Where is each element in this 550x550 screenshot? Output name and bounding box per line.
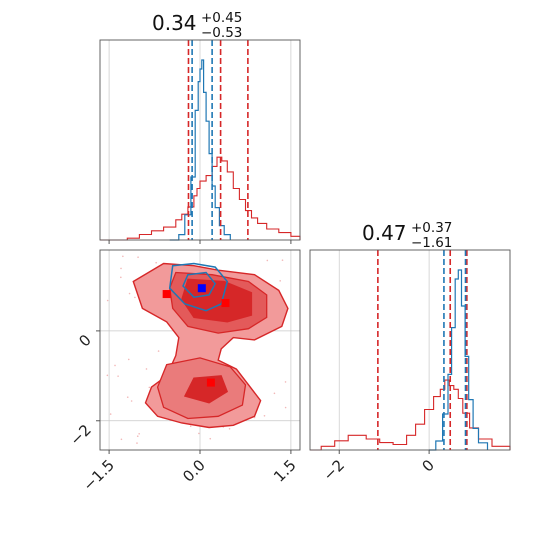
scatter-background-point	[128, 292, 131, 295]
scatter-background-point	[120, 438, 123, 441]
title-p0: 0.34 +0.45 −0.53	[152, 10, 242, 41]
scatter-background-point	[263, 414, 266, 417]
scatter-background-point	[266, 259, 269, 262]
scatter-background-point	[126, 396, 129, 399]
scatter-panel	[99, 249, 301, 451]
scatter-background-point	[120, 267, 122, 270]
scatter-background-point	[228, 428, 231, 430]
title-p0-minus: −0.53	[201, 25, 242, 41]
scatter-background-point	[114, 364, 116, 367]
scatter-background-point	[122, 255, 124, 258]
hist-p1-x-tick-label: 0	[418, 456, 437, 475]
title-p1-minus: −1.61	[411, 235, 452, 251]
scatter-background-point	[136, 442, 138, 444]
scatter-background-point	[155, 261, 157, 264]
hist-p1-red-series	[310, 379, 511, 451]
scatter-background-point	[120, 276, 122, 279]
scatter-background-point	[137, 256, 139, 259]
hist-p1-blue-series	[429, 269, 489, 451]
title-p0-value: 0.34	[152, 11, 197, 35]
title-p1-plus: +0.37	[411, 220, 452, 236]
scatter-background-point	[136, 435, 139, 437]
contour-blue-outer	[168, 262, 229, 312]
scatter-background-point	[284, 406, 287, 409]
scatter-background-point	[127, 358, 130, 361]
scatter-background-point	[189, 425, 192, 428]
scatter-background-point	[138, 433, 140, 435]
scatter-background-point	[273, 392, 276, 395]
title-p1-value: 0.47	[362, 221, 407, 245]
scatter-x-tick-label: 1.5	[270, 456, 300, 486]
truth-marker-red	[206, 378, 215, 387]
scatter-background-point	[284, 381, 287, 383]
scatter-background-point	[279, 280, 281, 282]
hist-p1-panel	[309, 249, 511, 451]
scatter-background-point	[134, 296, 136, 299]
hist-p0-blue-series	[169, 59, 231, 241]
scatter-background-point	[109, 413, 112, 415]
scatter-background-point	[157, 350, 160, 352]
scatter-background-point	[106, 299, 109, 302]
scatter-background-point	[198, 432, 200, 435]
title-p0-plus: +0.45	[201, 10, 242, 26]
scatter-background-point	[130, 400, 133, 402]
scatter-y-tick-label: −2	[66, 421, 94, 449]
scatter-x-tick-label: −1.5	[79, 456, 117, 494]
contour-red-inner-bottom	[183, 375, 229, 404]
hist-p1-x-tick-label: −2	[320, 456, 348, 484]
contour-blue-inner	[182, 271, 217, 298]
title-p1: 0.47 +0.37 −1.61	[362, 220, 452, 251]
hist-p0-panel	[99, 39, 301, 241]
scatter-background-point	[209, 437, 212, 440]
truth-marker-red	[221, 299, 230, 308]
scatter-background-point	[117, 375, 119, 377]
scatter-background-point	[148, 386, 151, 389]
hist-p1-frame	[309, 249, 511, 451]
scatter-x-tick-label: 0.0	[179, 456, 209, 486]
scatter-y-tick-label: 0	[75, 331, 94, 350]
scatter-background-point	[281, 259, 284, 261]
truth-marker-blue	[197, 284, 206, 293]
scatter-background-point	[106, 374, 109, 377]
truth-marker-red	[162, 290, 171, 299]
scatter-background-point	[145, 368, 148, 370]
